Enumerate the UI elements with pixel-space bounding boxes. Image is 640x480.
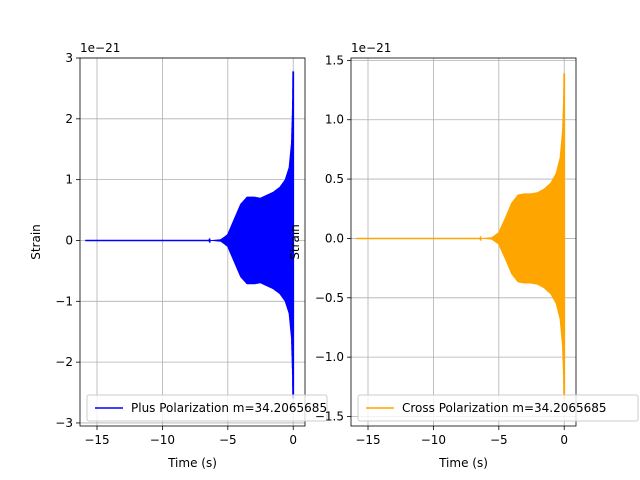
x-tick-labels: −15 −10 −5 0 [84, 433, 297, 447]
y-tick-label: 0 [65, 233, 73, 247]
tick-marks [76, 57, 294, 430]
y-tick-label: 2 [65, 112, 73, 126]
legend-box [357, 394, 639, 422]
plot-area [85, 71, 295, 399]
y-tick-label: 0.0 [325, 231, 344, 245]
y-tick-labels: −1.5 −1.0 −0.5 0.0 0.5 1.0 1.5 [315, 53, 344, 423]
legend-box [86, 394, 328, 422]
y-tick-label: 1.5 [325, 53, 344, 67]
legend: Cross Polarization m=34.2065685 [357, 394, 639, 422]
x-tick-labels: −15 −10 −5 0 [355, 433, 568, 447]
x-axis-label: Time (s) [167, 456, 217, 470]
x-tick-label: −15 [355, 433, 380, 447]
y-axis-label: Strain [29, 224, 43, 260]
axes-frame [79, 57, 306, 427]
y-tick-label: 1 [65, 173, 73, 187]
waveform-line-0 [356, 78, 565, 399]
y-tick-label: 0.5 [325, 172, 344, 186]
y-tick-label: −1.5 [315, 410, 344, 424]
legend-label-cross: Cross Polarization m=34.2065685 [402, 401, 607, 415]
y-tick-labels: −3 −2 −1 0 1 2 3 [55, 51, 73, 430]
x-tick-label: −15 [84, 433, 109, 447]
x-tick-label: −5 [490, 433, 508, 447]
y-tick-label: −0.5 [315, 291, 344, 305]
cross-polarization-subplot: −15 −10 −5 0 −1.5 −1.0 −0.5 0.0 0.5 1.0 1.5 1e−21… [288, 41, 639, 470]
x-tick-label: −5 [219, 433, 237, 447]
y-tick-label: −1.0 [315, 350, 344, 364]
x-tick-label: 0 [560, 433, 568, 447]
y-tick-label: 3 [65, 51, 73, 65]
y-tick-label: −2 [55, 355, 73, 369]
y-offset-text: 1e−21 [80, 41, 120, 55]
x-tick-label: −10 [421, 433, 446, 447]
x-tick-label: 0 [289, 433, 297, 447]
x-tick-label: −10 [150, 433, 175, 447]
y-offset-text: 1e−21 [351, 41, 391, 55]
x-axis-label: Time (s) [438, 456, 488, 470]
y-axis-label: Strain [288, 224, 302, 260]
axes-frame [350, 57, 577, 427]
y-tick-label: 1.0 [325, 113, 344, 127]
y-tick-label: −1 [55, 294, 73, 308]
tick-marks [347, 59, 565, 430]
waveform-line-0 [85, 77, 294, 399]
y-tick-label: −3 [55, 416, 73, 430]
plot-area [356, 73, 566, 399]
legend-label-plus: Plus Polarization m=34.2065685 [131, 401, 327, 415]
legend: Plus Polarization m=34.2065685 [86, 394, 328, 422]
